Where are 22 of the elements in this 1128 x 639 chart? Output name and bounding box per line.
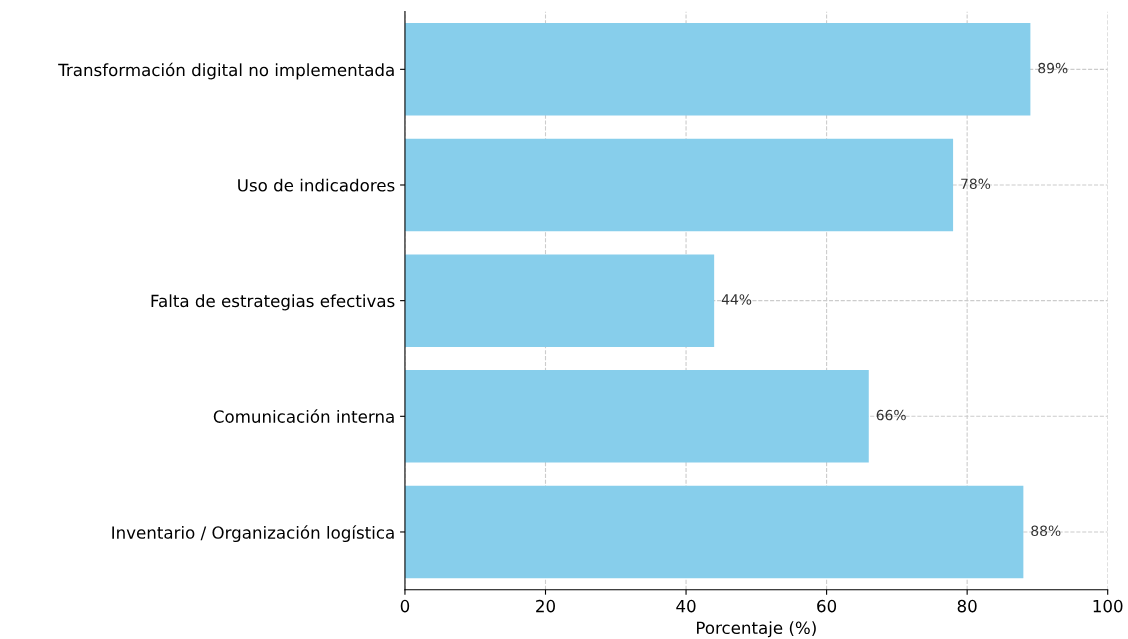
bar [404, 23, 1031, 116]
y-tick-label: Uso de indicadores [238, 178, 395, 192]
y-tick-label: Inventario / Organización logística [112, 525, 394, 543]
data-label: 88% [1031, 525, 1061, 536]
data-label: 66% [876, 409, 906, 421]
bar [404, 138, 954, 232]
y-tick-label: Transformación digital no implementada [58, 62, 394, 80]
data-label: 78% [961, 178, 991, 190]
x-axis-title: Porcentaje (%) [697, 621, 816, 638]
x-tick-label: 80 [957, 599, 977, 613]
x-tick-label: 0 [400, 599, 410, 613]
x-tick-label: 20 [536, 599, 555, 613]
x-tick-label: 100 [1093, 599, 1123, 613]
y-tick-label: Comunicación interna [213, 409, 394, 423]
data-label: 44% [721, 294, 752, 305]
x-tick-label: 40 [676, 599, 696, 613]
x-tick-label: 60 [817, 599, 837, 613]
y-tick-label: Falta de estrategias efectivas [151, 294, 395, 311]
bar [404, 370, 869, 463]
bar [404, 485, 1024, 579]
bar [404, 254, 715, 347]
data-label: 89% [1038, 62, 1068, 74]
